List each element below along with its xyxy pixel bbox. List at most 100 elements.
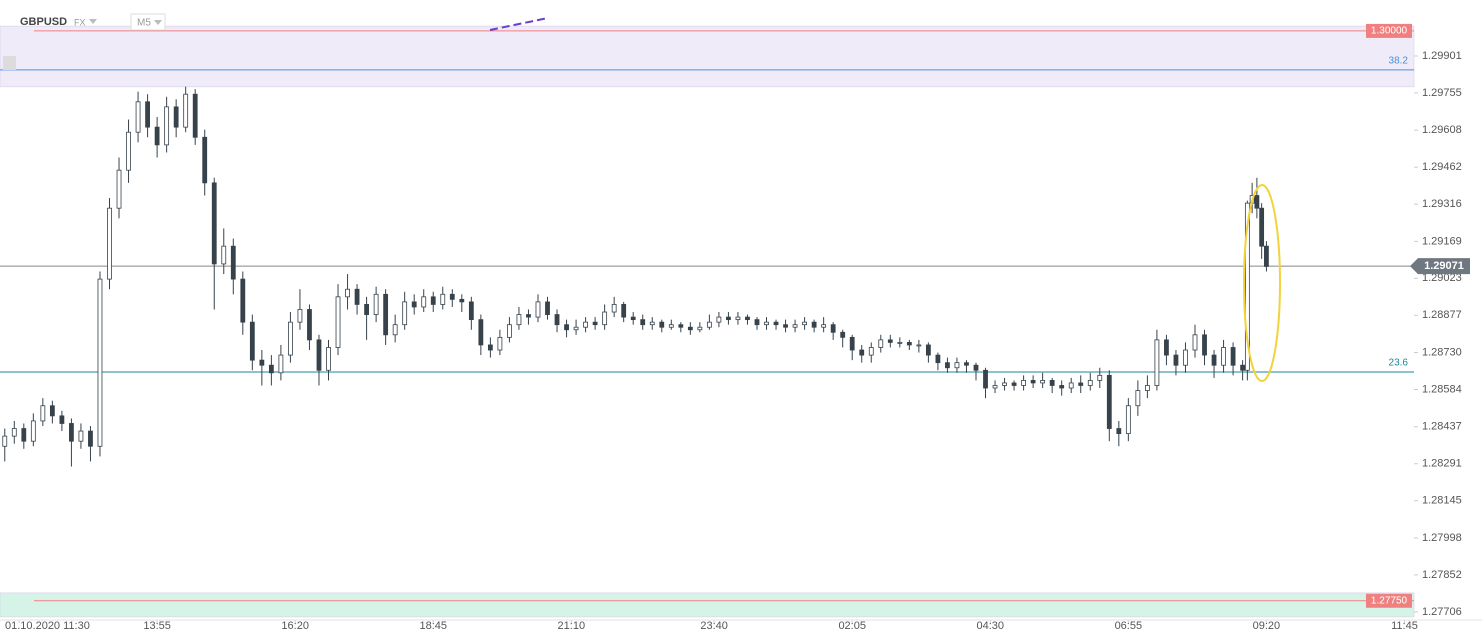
x-tick-label: 21:10	[558, 620, 586, 632]
candle-body	[964, 362, 969, 366]
candle-body	[945, 362, 950, 369]
dropdown-arrow[interactable]	[154, 20, 162, 25]
candle-body	[621, 304, 627, 318]
symbol: GBPUSD	[20, 16, 67, 28]
candle-body	[1164, 339, 1169, 356]
candle-body	[706, 321, 712, 328]
candle-body	[335, 296, 341, 348]
zone	[0, 592, 1415, 618]
last-price-box	[1410, 258, 1470, 275]
candle-body	[821, 324, 827, 328]
candle-body	[1087, 380, 1093, 386]
candle-body	[211, 182, 217, 265]
fib-label: 38.2	[1389, 56, 1409, 67]
candle-body	[173, 106, 179, 128]
x-tick-label: 06:55	[1115, 620, 1143, 632]
candle-body	[583, 321, 588, 328]
price-label: 1.30000	[1371, 26, 1408, 37]
candle-body	[573, 326, 579, 331]
candle-body	[278, 354, 284, 374]
candle-body	[11, 428, 17, 437]
background: 1.29901 1.29755 1.29608 1.29462 1.29316 1.291…	[0, 23, 1482, 632]
candle-body	[1135, 390, 1141, 407]
candle-body	[792, 324, 798, 328]
y-tick-label: 1.27706	[1422, 606, 1462, 618]
candle-body	[773, 321, 779, 326]
candle-body	[449, 293, 455, 300]
candle-body	[1106, 374, 1112, 429]
candle-body	[297, 309, 303, 323]
candle-body	[516, 314, 522, 326]
candle-body	[811, 321, 817, 328]
candle-body	[354, 288, 360, 305]
candle-body	[430, 296, 436, 305]
candle-body	[1254, 195, 1260, 209]
fib-label: 23.6	[1389, 358, 1409, 369]
candle-body	[69, 423, 74, 442]
candle-body	[878, 339, 884, 348]
candle-body	[59, 415, 65, 424]
candle-body	[526, 314, 531, 318]
candle-body	[678, 324, 684, 328]
candle-body	[640, 319, 646, 326]
candle-body	[202, 136, 208, 184]
last-price-label: 1.29071	[1424, 260, 1464, 272]
candle-body	[1264, 245, 1269, 267]
candle-body	[764, 321, 769, 326]
candle-body	[126, 131, 131, 171]
candle-body	[1259, 207, 1265, 247]
candle-body	[859, 349, 865, 356]
candle-body	[1049, 380, 1055, 386]
timeframe: M5	[137, 18, 151, 29]
candle-body	[345, 288, 350, 298]
candle-body	[487, 344, 493, 351]
candle-body	[221, 245, 227, 265]
y-tick-label: 1.28730	[1422, 346, 1462, 358]
dropdown-arrow[interactable]	[89, 19, 97, 24]
candle-body	[1116, 428, 1122, 434]
candle-body	[735, 316, 741, 321]
timeframe-box[interactable]	[130, 13, 166, 31]
candle-body	[145, 101, 150, 128]
candle-body	[259, 359, 265, 366]
candle-body	[326, 347, 331, 371]
candle-body	[1097, 374, 1103, 381]
candle-body	[1192, 334, 1198, 351]
price-label-box	[1366, 593, 1412, 608]
candle-body	[192, 93, 198, 138]
candle-body	[1078, 382, 1084, 386]
candle-body	[1030, 380, 1036, 384]
candle-body	[288, 321, 293, 356]
candle-body	[478, 319, 484, 346]
candle-body	[1011, 382, 1017, 386]
candle-body	[849, 336, 855, 351]
candle-body	[1059, 385, 1065, 389]
candle-body	[421, 296, 427, 308]
candle-body	[468, 301, 474, 321]
trend-drawing	[489, 17, 549, 31]
candle-body	[745, 316, 750, 321]
market: FX	[74, 17, 86, 27]
candle-body	[135, 101, 141, 133]
handle[interactable]	[3, 56, 16, 70]
candle-body	[830, 324, 836, 333]
candle-body	[906, 342, 912, 346]
x-tick-label: 09:20	[1253, 620, 1281, 632]
y-tick-label: 1.29901	[1422, 50, 1462, 62]
candle-body	[183, 93, 189, 128]
candle-body	[1202, 334, 1207, 356]
candle-body	[554, 314, 560, 326]
candle-body	[507, 324, 512, 338]
y-tick-label: 1.28291	[1422, 458, 1462, 470]
candle-body	[240, 278, 246, 323]
candle-body	[840, 331, 846, 338]
candle-body	[611, 304, 617, 313]
candle-body	[564, 324, 569, 331]
candle-body	[230, 245, 236, 280]
y-tick-label: 1.28877	[1422, 309, 1462, 321]
candle-body	[2, 435, 8, 447]
candle-body	[659, 321, 665, 328]
candle-body	[973, 364, 979, 371]
candle-body	[754, 319, 760, 326]
x-tick-label: 13:55	[143, 620, 171, 632]
